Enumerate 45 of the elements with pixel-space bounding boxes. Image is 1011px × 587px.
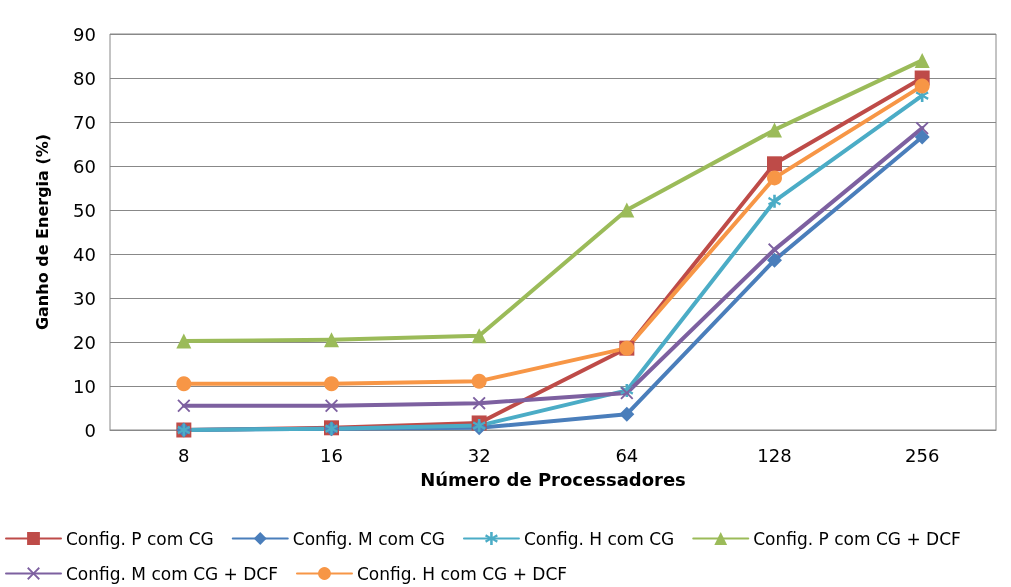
y-tick-label: 10 [73, 375, 96, 397]
y-tick-label: 0 [84, 419, 96, 441]
point [915, 121, 929, 135]
legend-label: Config. M com CG [292, 528, 445, 549]
y-tick-label: 90 [73, 23, 96, 45]
point [324, 332, 339, 348]
x-tick-label: 256 [904, 444, 940, 466]
x-tick-label: 32 [467, 444, 491, 466]
point [767, 122, 782, 138]
point [914, 129, 930, 145]
point [177, 399, 191, 413]
point [767, 156, 782, 172]
point [768, 194, 781, 208]
legend-label: Config. P com CG [66, 528, 214, 549]
y-tick-label: 50 [73, 199, 96, 221]
y-tick-label: 30 [73, 287, 96, 309]
legend-label: Config. M com CG + DCF [66, 563, 278, 584]
legend-label: Config. H com CG [523, 528, 675, 549]
point [325, 399, 338, 413]
y-tick-label: 60 [73, 155, 96, 177]
point [619, 406, 635, 422]
point [767, 170, 782, 186]
x-tick-label: 64 [615, 444, 639, 466]
point [176, 376, 192, 392]
y-tick-label: 70 [73, 111, 96, 133]
point [619, 202, 635, 218]
x-tick-label: 8 [178, 444, 190, 466]
point [472, 396, 486, 410]
x-axis-title: Número de Processadores [420, 468, 686, 490]
x-tick-label: 128 [757, 444, 792, 466]
legend-label: Config. P com CG + DCF [753, 528, 961, 549]
legend-label: Config. H com CG + DCF [356, 563, 568, 584]
point [768, 243, 781, 257]
point [176, 333, 192, 349]
y-tick-label: 20 [73, 331, 96, 353]
point [324, 376, 339, 392]
x-tick-label: 16 [320, 444, 343, 466]
point [471, 373, 487, 389]
y-tick-label: 40 [73, 243, 96, 265]
y-tick-label: 80 [73, 67, 96, 89]
y-axis-title: Ganho de Energia (%) [32, 133, 52, 331]
point [914, 52, 930, 68]
point [767, 252, 782, 268]
point [471, 328, 487, 344]
point [914, 78, 930, 94]
